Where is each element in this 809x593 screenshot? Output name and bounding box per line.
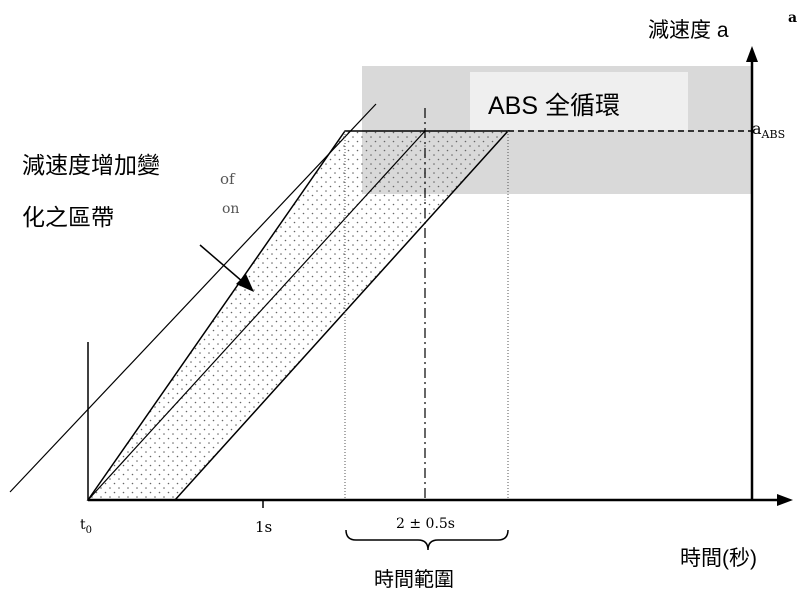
- abs-title: ABS 全循環: [488, 92, 620, 120]
- time-range-label: 時間範圍: [374, 569, 454, 591]
- y-axis-title: 減速度 a: [648, 19, 729, 42]
- a-abs-sub: ABS: [761, 128, 786, 142]
- time-range-brace: [345, 529, 509, 551]
- x-axis-title: 時間(秒): [680, 547, 757, 570]
- zone-pointer-head: [236, 274, 254, 292]
- tick-1s-label: 1s: [255, 518, 273, 536]
- ghost-text-on: on: [222, 201, 240, 217]
- t0-base: t: [80, 517, 86, 533]
- corner-glyph: a: [788, 10, 798, 26]
- a-abs-base: a: [752, 119, 762, 138]
- ghost-text-of: of: [220, 170, 235, 188]
- zone-pointer-line: [199, 244, 244, 283]
- abs-label-box: [470, 72, 688, 130]
- a-abs-label: aABS: [752, 119, 785, 141]
- y-axis-arrow: [746, 46, 758, 62]
- t0-sub: 0: [85, 524, 93, 536]
- tick-range-label: 2 ± 0.5s: [396, 516, 455, 532]
- x-axis-arrow: [777, 494, 793, 506]
- t0-label: t0: [80, 517, 92, 536]
- zone-label-line1: 減速度增加變: [22, 152, 160, 178]
- outer-diagonal: [9, 103, 377, 493]
- middle-diagonal: [87, 130, 426, 501]
- zone-label-line2: 化之區帶: [22, 204, 114, 230]
